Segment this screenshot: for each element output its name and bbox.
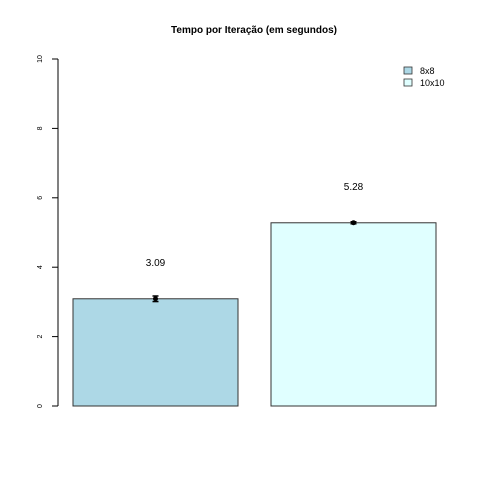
y-tick-label: 2 <box>37 335 44 339</box>
y-tick-label: 10 <box>37 55 44 63</box>
bar-8x8 <box>72 298 239 407</box>
legend: 8x8 10x10 <box>403 66 445 88</box>
y-axis: 0 2 4 6 8 10 <box>37 55 59 408</box>
data-label: 5.28 <box>344 182 364 193</box>
chart-title: Tempo por Iteração (em segundos) <box>171 25 337 36</box>
legend-swatch <box>403 78 413 87</box>
y-tick-label: 4 <box>37 265 44 269</box>
legend-label: 10x10 <box>420 78 445 88</box>
mean-point <box>351 220 356 226</box>
bar-10x10 <box>270 222 437 407</box>
y-tick-label: 8 <box>37 126 44 130</box>
mean-point <box>153 296 158 302</box>
legend-label: 8x8 <box>420 66 435 76</box>
y-tick-label: 0 <box>37 404 44 408</box>
data-label: 3.09 <box>146 258 166 269</box>
y-tick-label: 6 <box>37 196 44 200</box>
bars: 3.09 5.28 <box>72 182 437 407</box>
legend-swatch <box>403 66 413 75</box>
